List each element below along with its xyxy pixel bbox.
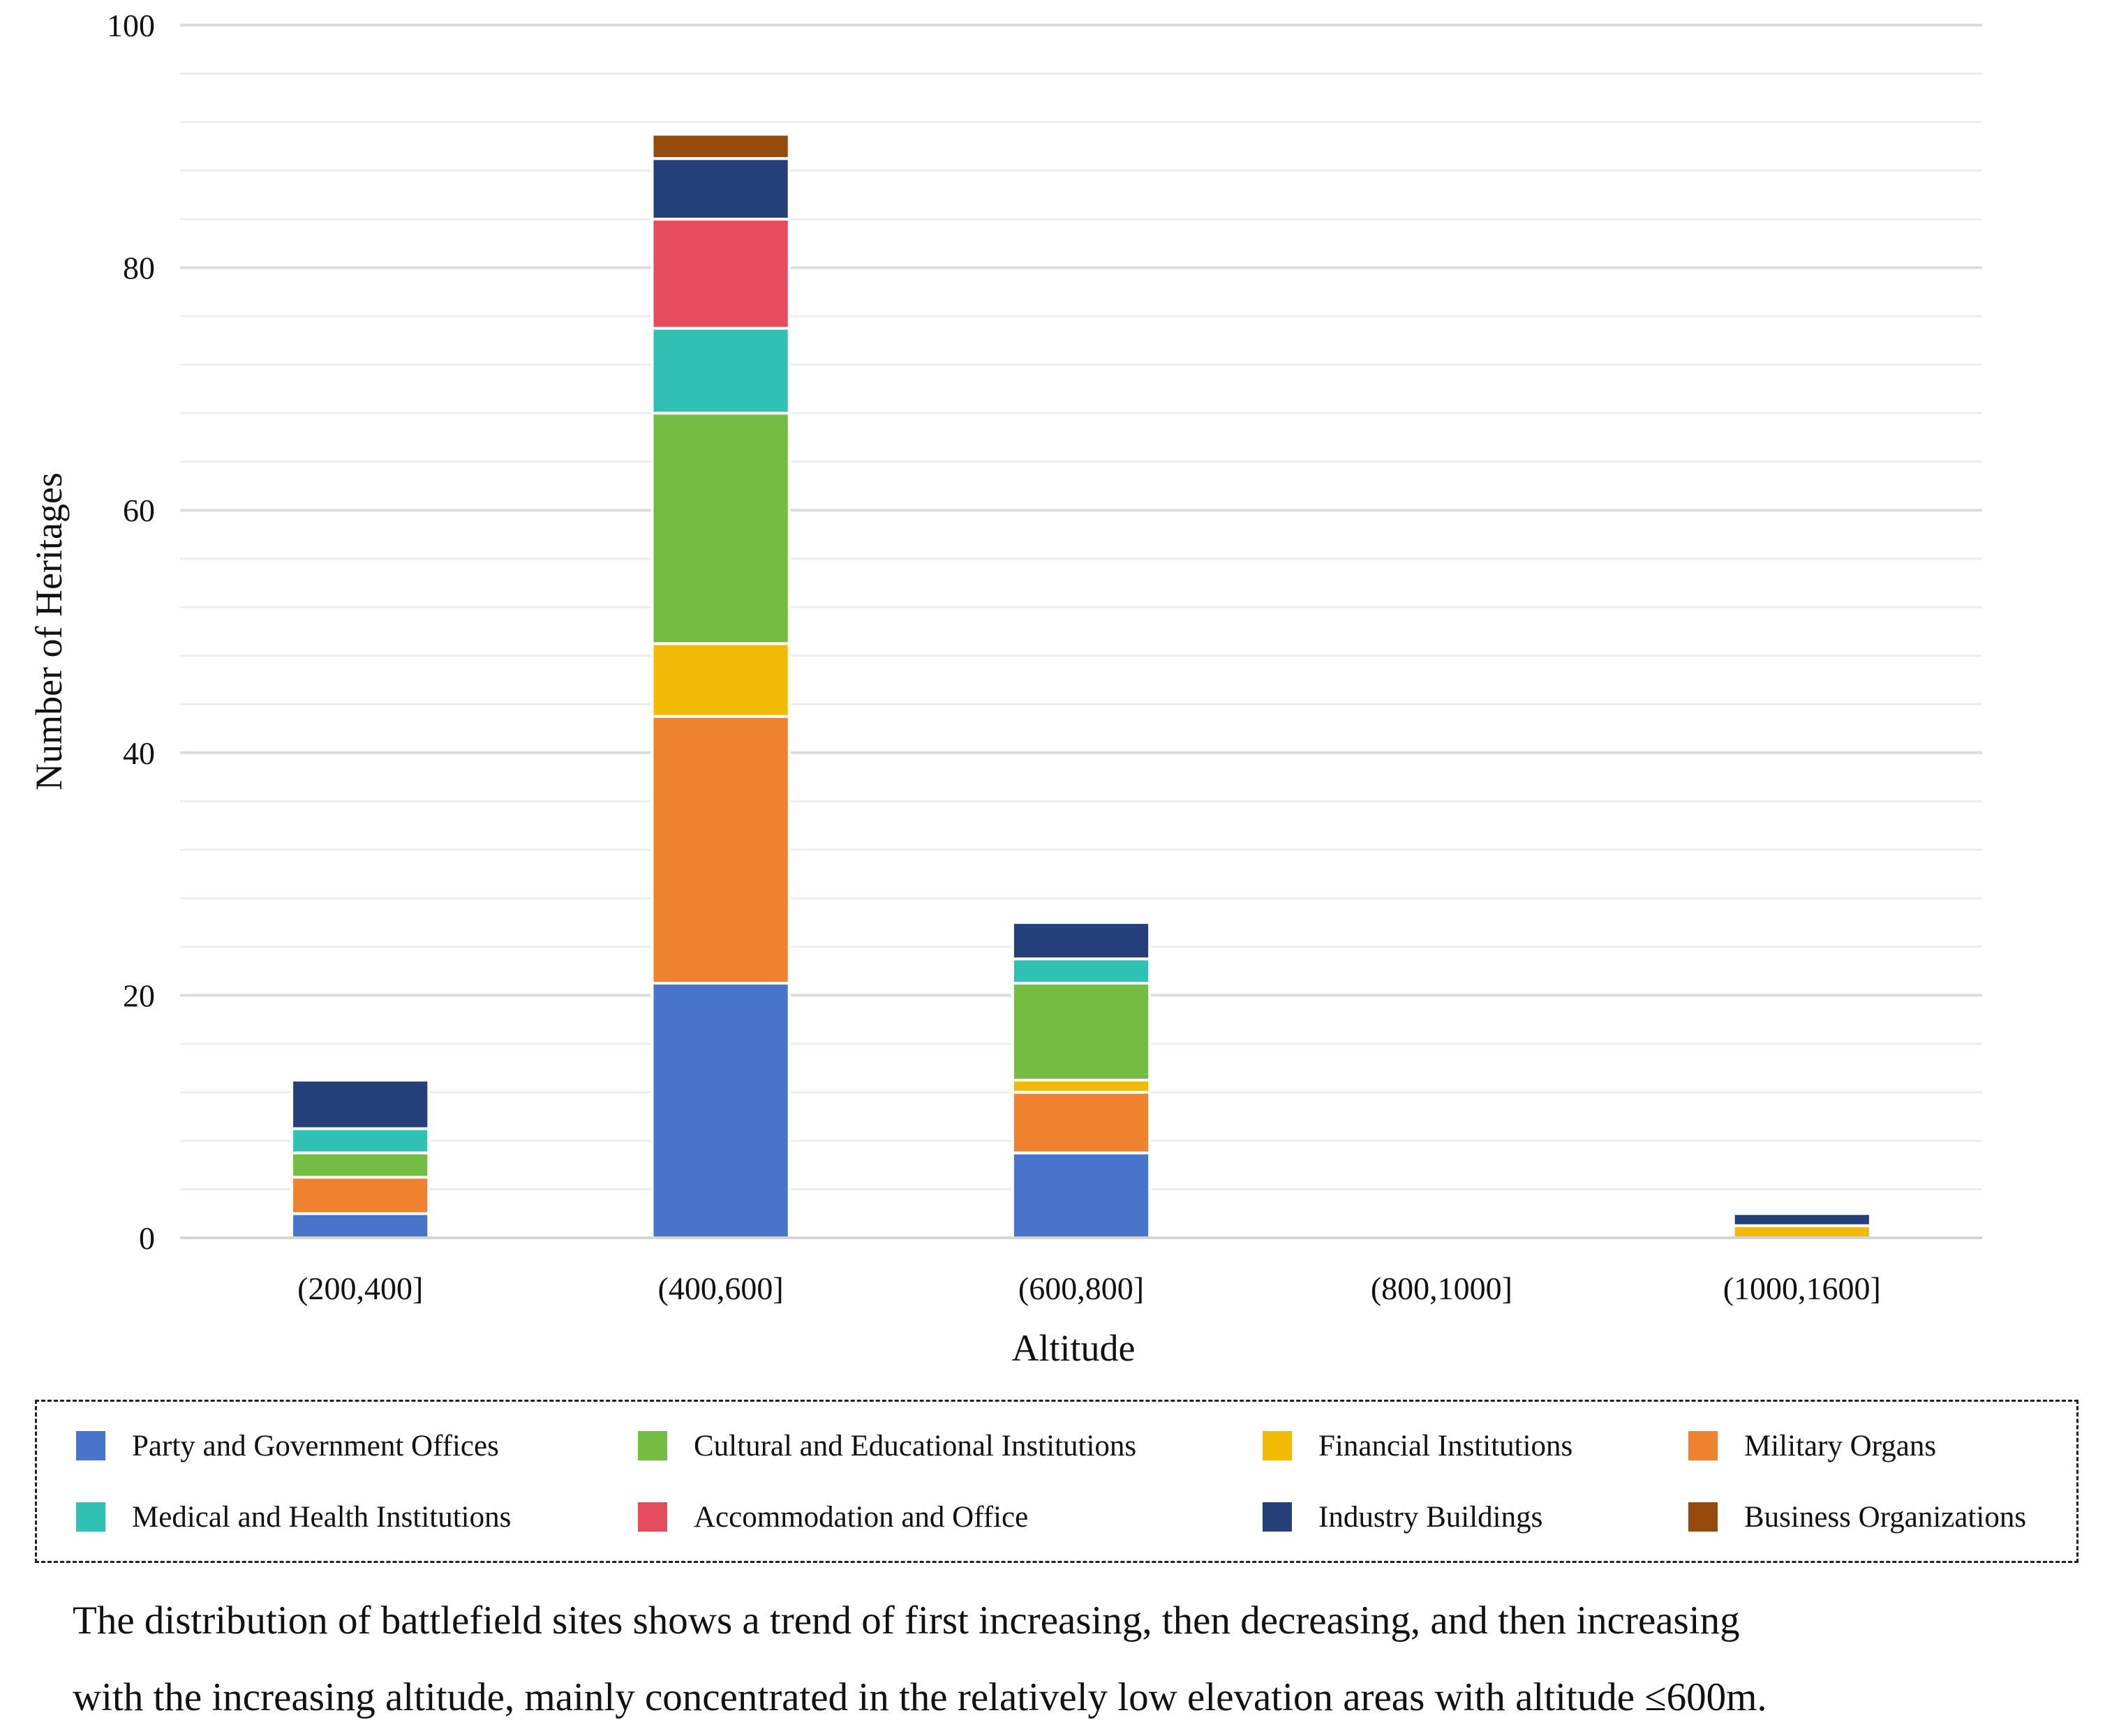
legend-label: Accommodation and Office: [694, 1500, 1029, 1534]
caption-line-2: with the increasing altitude, mainly con…: [73, 1675, 1767, 1719]
legend-label: Military Organs: [1744, 1429, 1937, 1462]
y-tick-label: 20: [123, 978, 155, 1013]
bar-segment: [650, 133, 791, 160]
y-axis-title: Number of Heritages: [28, 472, 70, 791]
bar-segment: [1011, 982, 1152, 1082]
legend-label: Industry Buildings: [1318, 1500, 1543, 1534]
bar-segment: [290, 1176, 431, 1215]
legend-item: Medical and Health Institutions: [76, 1481, 638, 1552]
bar-segment: [290, 1212, 431, 1239]
legend-swatch: [76, 1431, 105, 1460]
bar-segment: [1011, 1091, 1152, 1155]
legend-grid: Party and Government Offices Cultural an…: [37, 1402, 2076, 1561]
legend-item: Industry Buildings: [1263, 1481, 1688, 1552]
stacked-bar-chart: 0 20 40 60 80 100 (200,400] (400,600] (600,800]…: [28, 8, 1982, 1369]
y-tick-labels: 0 20 40 60 80 100: [107, 8, 155, 1256]
bar-segment: [290, 1151, 431, 1179]
y-tick-label: 40: [123, 735, 155, 771]
bar-segment: [1011, 1151, 1152, 1239]
bar-segment: [650, 157, 791, 221]
gridlines: [180, 24, 1982, 1190]
bar-segment: [1011, 921, 1152, 961]
legend-item: Accommodation and Office: [638, 1481, 1263, 1552]
bar-segment: [290, 1127, 431, 1155]
legend-swatch: [1688, 1431, 1718, 1460]
legend-label: Financial Institutions: [1318, 1429, 1573, 1462]
legend-label: Business Organizations: [1744, 1500, 2027, 1534]
legend-item: Cultural and Educational Institutions: [638, 1410, 1263, 1481]
bar-segment: [650, 327, 791, 415]
legend: Party and Government Offices Cultural an…: [35, 1400, 2078, 1563]
bar-segment: [650, 412, 791, 645]
y-tick-label: 100: [107, 8, 155, 43]
bar-segment: [290, 1079, 431, 1130]
bar-segment: [1732, 1212, 1872, 1227]
x-tick-labels: (200,400] (400,600] (600,800] (800,1000] (10…: [297, 1271, 1881, 1306]
legend-swatch: [1263, 1502, 1292, 1532]
legend-label: Medical and Health Institutions: [132, 1500, 512, 1534]
bar-segment: [1011, 957, 1152, 985]
x-tick-label: (200,400]: [297, 1271, 423, 1306]
legend-swatch: [76, 1502, 105, 1532]
legend-label: Party and Government Offices: [132, 1429, 499, 1462]
bar-segment: [1732, 1224, 1872, 1239]
legend-item: Financial Institutions: [1263, 1410, 1688, 1481]
legend-item: Business Organizations: [1688, 1481, 2105, 1552]
y-tick-label: 60: [123, 493, 155, 528]
bar-segment: [650, 714, 791, 985]
legend-swatch: [638, 1502, 667, 1532]
x-tick-label: (800,1000]: [1371, 1271, 1512, 1306]
bar-segment: [650, 982, 791, 1240]
bar-segment: [1011, 1079, 1152, 1094]
x-axis-title: Altitude: [1012, 1327, 1136, 1369]
legend-label: Cultural and Educational Institutions: [694, 1429, 1137, 1462]
bar-segment: [650, 218, 791, 330]
y-tick-label: 0: [139, 1220, 155, 1256]
legend-swatch: [638, 1431, 667, 1460]
legend-swatch: [1263, 1431, 1292, 1460]
x-tick-label: (400,600]: [658, 1271, 784, 1306]
legend-item: Party and Government Offices: [76, 1410, 638, 1481]
x-tick-label: (1000,1600]: [1723, 1271, 1881, 1306]
bar-segment: [650, 642, 791, 718]
caption-line-1: The distribution of battlefield sites sh…: [73, 1599, 1740, 1643]
legend-swatch: [1688, 1502, 1718, 1532]
x-tick-label: (600,800]: [1018, 1271, 1144, 1306]
y-tick-label: 80: [123, 250, 155, 286]
bar-stacks: [290, 133, 1872, 1240]
figure-caption: The distribution of battlefield sites sh…: [73, 1582, 2083, 1736]
legend-item: Military Organs: [1688, 1410, 2105, 1481]
